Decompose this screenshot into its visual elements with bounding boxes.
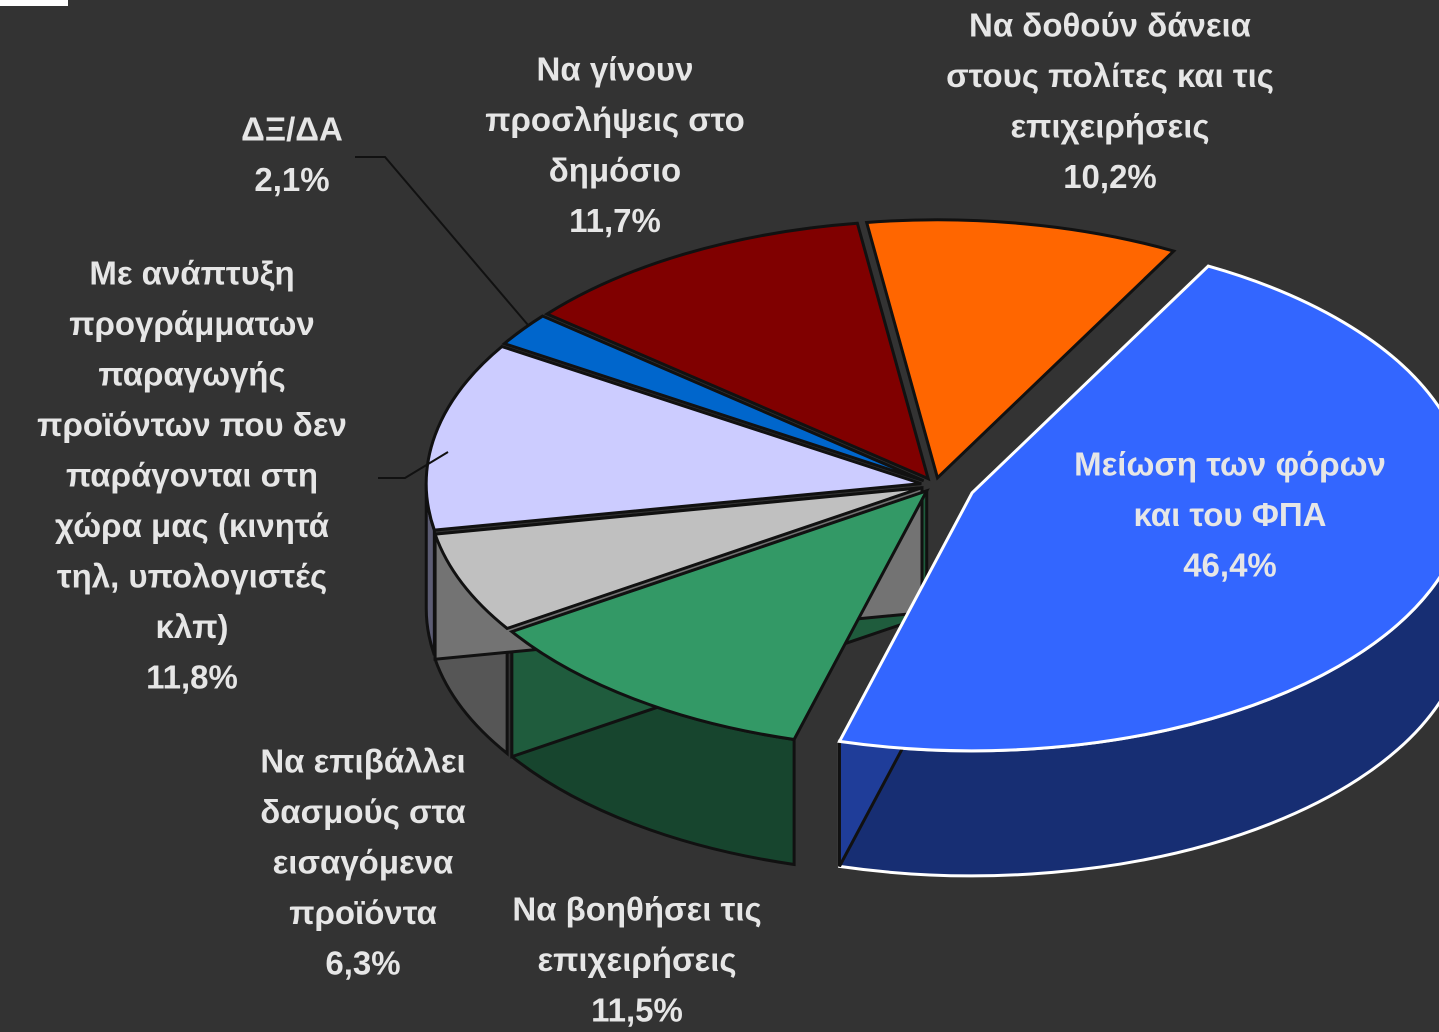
slice bbox=[424, 344, 922, 532]
slice bbox=[543, 221, 931, 482]
slice-label: Να γίνουν bbox=[537, 51, 694, 88]
slice-label: τηλ, υπολογιστές bbox=[57, 558, 327, 595]
slice-label: και του ΦΠΑ bbox=[1133, 496, 1326, 533]
slice bbox=[864, 218, 1177, 481]
slice-label: Να δοθούν δάνεια bbox=[969, 7, 1251, 44]
slice-label: παραγωγής bbox=[98, 356, 285, 393]
value-label: 6,3% bbox=[325, 945, 400, 982]
value-label: 46,4% bbox=[1183, 547, 1277, 584]
slice-label: επιχειρήσεις bbox=[1010, 108, 1209, 145]
slice-label: κλπ) bbox=[155, 608, 228, 645]
slice bbox=[501, 314, 925, 483]
value-label: 11,8% bbox=[146, 659, 238, 696]
value-label: 10,2% bbox=[1063, 158, 1157, 195]
slice-label: ΔΞ/ΔΑ bbox=[241, 111, 343, 148]
leader-line bbox=[355, 156, 529, 326]
value-label: 11,7% bbox=[569, 202, 661, 239]
slice-label: Μείωση των φόρων bbox=[1074, 446, 1386, 483]
slice-label: Να επιβάλλει bbox=[260, 743, 465, 780]
slice-label: Με ανάπτυξη bbox=[89, 255, 294, 292]
slice-label: δασμούς στα bbox=[260, 793, 465, 830]
slice-label: στους πολίτες και τις bbox=[946, 57, 1274, 94]
slice-label: χώρα μας (κινητά bbox=[55, 507, 329, 544]
slice-label: παράγονται στη bbox=[66, 457, 318, 494]
slice-label: προγράμματων bbox=[69, 305, 315, 342]
slice bbox=[508, 488, 930, 742]
slice-label: προσλήψεις στο bbox=[485, 101, 745, 138]
slice-label: επιχειρήσεις bbox=[537, 941, 736, 978]
slice-label: δημόσιο bbox=[549, 152, 681, 189]
leader-line bbox=[378, 451, 449, 479]
value-label: 2,1% bbox=[254, 161, 329, 198]
slice-label: προϊόντων που δεν bbox=[37, 406, 347, 443]
slice bbox=[433, 486, 923, 631]
slice bbox=[837, 264, 1439, 753]
slice-label: προϊόντα bbox=[289, 894, 437, 931]
slice-label: Να βοηθήσει τις bbox=[512, 891, 761, 928]
value-label: 11,5% bbox=[591, 992, 683, 1029]
corner-mark bbox=[0, 0, 68, 6]
slice-label: εισαγόμενα bbox=[273, 844, 454, 881]
